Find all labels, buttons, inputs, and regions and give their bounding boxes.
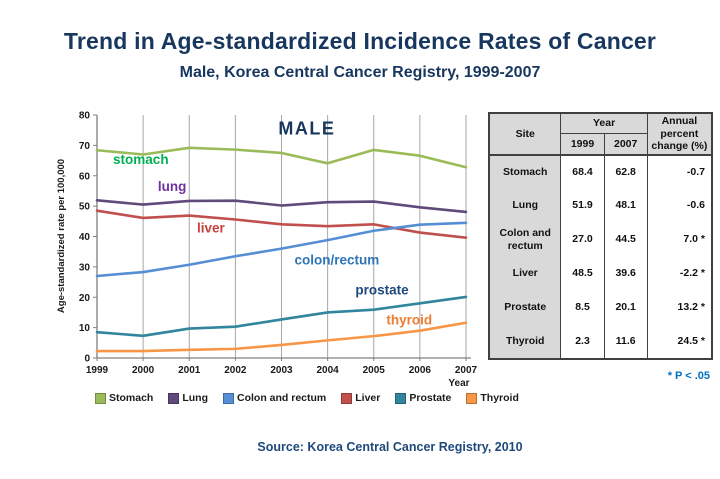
annotation-male: MALE xyxy=(278,119,335,139)
cell-thyroid-y1999: 2.3 xyxy=(560,324,605,359)
chart-canvas: 0 10 20 30 40 50 60 70 80 1999 2000 2001 2002 2003 200… xyxy=(56,111,478,390)
y-tick-label: 20 xyxy=(79,293,91,304)
cell-lung-site: Lung xyxy=(488,188,562,223)
cell-lung-apc: -0.6 xyxy=(646,188,713,223)
x-axis-title: Year xyxy=(448,378,469,389)
legend-item-colon-and-rectum: Colon and rectum xyxy=(223,392,326,404)
table-row-thyroid: Thyroid 2.3 11.6 24.5 * xyxy=(488,324,713,359)
legend-swatch-thyroid xyxy=(466,392,478,404)
cell-liver-apc: -2.2 * xyxy=(646,256,713,291)
y-tick-label: 0 xyxy=(84,354,90,365)
annotation-prostate: prostate xyxy=(355,283,409,298)
cell-colon-and-rectum-apc: 7.0 * xyxy=(646,222,713,257)
table-row-prostate: Prostate 8.5 20.1 13.2 * xyxy=(488,290,713,325)
y-tick-label: 70 xyxy=(79,141,91,152)
incidence-table: Site Year Annual percent change (%) 1999… xyxy=(488,112,713,360)
y-axis-title: Age-standardized rate per 100,000 xyxy=(56,159,67,313)
table-row-stomach: Stomach 68.4 62.8 -0.7 xyxy=(488,154,713,189)
table-row-lung: Lung 51.9 48.1 -0.6 xyxy=(488,188,713,223)
cell-stomach-y1999: 68.4 xyxy=(560,154,605,189)
significance-footnote: * P < .05 xyxy=(667,370,710,382)
x-tick-label: 2000 xyxy=(132,365,155,376)
cell-colon-and-rectum-site: Colon and rectum xyxy=(488,222,562,257)
y-tick-label: 30 xyxy=(79,262,91,273)
cell-prostate-y2007: 20.1 xyxy=(603,290,648,325)
legend-item-liver: Liver xyxy=(341,392,380,404)
col-header-1999: 1999 xyxy=(560,133,605,156)
y-tick-label: 60 xyxy=(79,171,91,182)
cell-lung-y2007: 48.1 xyxy=(603,188,648,223)
x-tick-label: 2007 xyxy=(455,365,478,376)
legend-label-liver: Liver xyxy=(355,392,381,404)
x-tick-label: 2003 xyxy=(270,365,293,376)
col-header-2007: 2007 xyxy=(603,133,648,156)
cell-prostate-y1999: 8.5 xyxy=(560,290,605,325)
annotation-lung: lung xyxy=(158,179,187,194)
cell-thyroid-y2007: 11.6 xyxy=(603,324,648,359)
legend-label-lung: Lung xyxy=(182,392,208,404)
x-tick-label: 2002 xyxy=(224,365,247,376)
cell-thyroid-apc: 24.5 * xyxy=(646,324,713,359)
table-row-liver: Liver 48.5 39.6 -2.2 * xyxy=(488,256,713,291)
legend-swatch-lung xyxy=(168,392,180,404)
incidence-table-wrap: Site Year Annual percent change (%) 1999… xyxy=(488,112,713,360)
legend-item-prostate: Prostate xyxy=(395,392,451,404)
legend-label-prostate: Prostate xyxy=(409,392,452,404)
x-tick-label: 2005 xyxy=(363,365,386,376)
table-row-colon-and-rectum: Colon and rectum 27.0 44.5 7.0 * xyxy=(488,222,713,257)
col-header-apc: Annual percent change (%) xyxy=(646,112,713,156)
cell-stomach-y2007: 62.8 xyxy=(603,154,648,189)
cell-colon-and-rectum-y1999: 27.0 xyxy=(560,222,605,257)
series-line-colon-and-rectum xyxy=(95,221,468,278)
legend-item-stomach: Stomach xyxy=(95,392,153,404)
y-tick-label: 50 xyxy=(79,202,91,213)
legend-label-colon-and-rectum: Colon and rectum xyxy=(237,392,327,404)
series-line-thyroid xyxy=(95,321,468,353)
legend-label-thyroid: Thyroid xyxy=(480,392,519,404)
annotation-stomach: stomach xyxy=(113,152,169,167)
page-title: Trend in Age-standardized Incidence Rate… xyxy=(63,28,657,54)
cell-liver-y2007: 39.6 xyxy=(603,256,648,291)
x-tick-label: 2006 xyxy=(409,365,432,376)
trend-line-chart: 0 10 20 30 40 50 60 70 80 1999 2000 2001 2002 2003 200… xyxy=(55,103,487,390)
cell-liver-y1999: 48.5 xyxy=(560,256,605,291)
cell-lung-y1999: 51.9 xyxy=(560,188,605,223)
cell-liver-site: Liver xyxy=(488,256,562,291)
legend-swatch-stomach xyxy=(95,392,106,404)
annotation-thyroid: thyroid xyxy=(386,313,432,328)
legend-item-thyroid: Thyroid xyxy=(466,392,519,404)
page-subtitle: Male, Korea Central Cancer Registry, 199… xyxy=(179,64,541,81)
legend-swatch-colon-and-rectum xyxy=(223,392,234,404)
legend-label-stomach: Stomach xyxy=(109,392,154,404)
series-line-prostate xyxy=(95,295,468,338)
legend-swatch-prostate xyxy=(395,392,407,404)
legend-item-lung: Lung xyxy=(168,392,208,404)
x-tick-label: 2001 xyxy=(178,365,201,376)
cell-prostate-site: Prostate xyxy=(488,290,562,325)
y-tick-label: 80 xyxy=(79,111,91,122)
cell-stomach-apc: -0.7 xyxy=(646,154,713,189)
legend-swatch-liver xyxy=(341,392,353,404)
source-citation: Source: Korea Central Cancer Registry, 2… xyxy=(257,440,523,454)
annotation-colon-rectum: colon/rectum xyxy=(294,252,379,267)
col-header-site: Site xyxy=(488,112,562,156)
series-line-stomach xyxy=(95,146,468,169)
x-tick-label: 1999 xyxy=(86,365,109,376)
col-header-year: Year xyxy=(560,112,648,135)
chart-legend: Stomach Lung Colon and rectum Liver Prostate… xyxy=(95,392,519,404)
x-tick-label: 2004 xyxy=(317,365,340,376)
annotation-liver: liver xyxy=(197,221,226,236)
series-line-liver xyxy=(95,209,468,240)
series-line-lung xyxy=(95,199,468,214)
cell-stomach-site: Stomach xyxy=(488,154,562,189)
cell-prostate-apc: 13.2 * xyxy=(646,290,713,325)
y-tick-label: 40 xyxy=(79,232,91,243)
y-tick-label: 10 xyxy=(79,323,91,334)
cell-colon-and-rectum-y2007: 44.5 xyxy=(603,222,648,257)
cell-thyroid-site: Thyroid xyxy=(488,324,562,359)
